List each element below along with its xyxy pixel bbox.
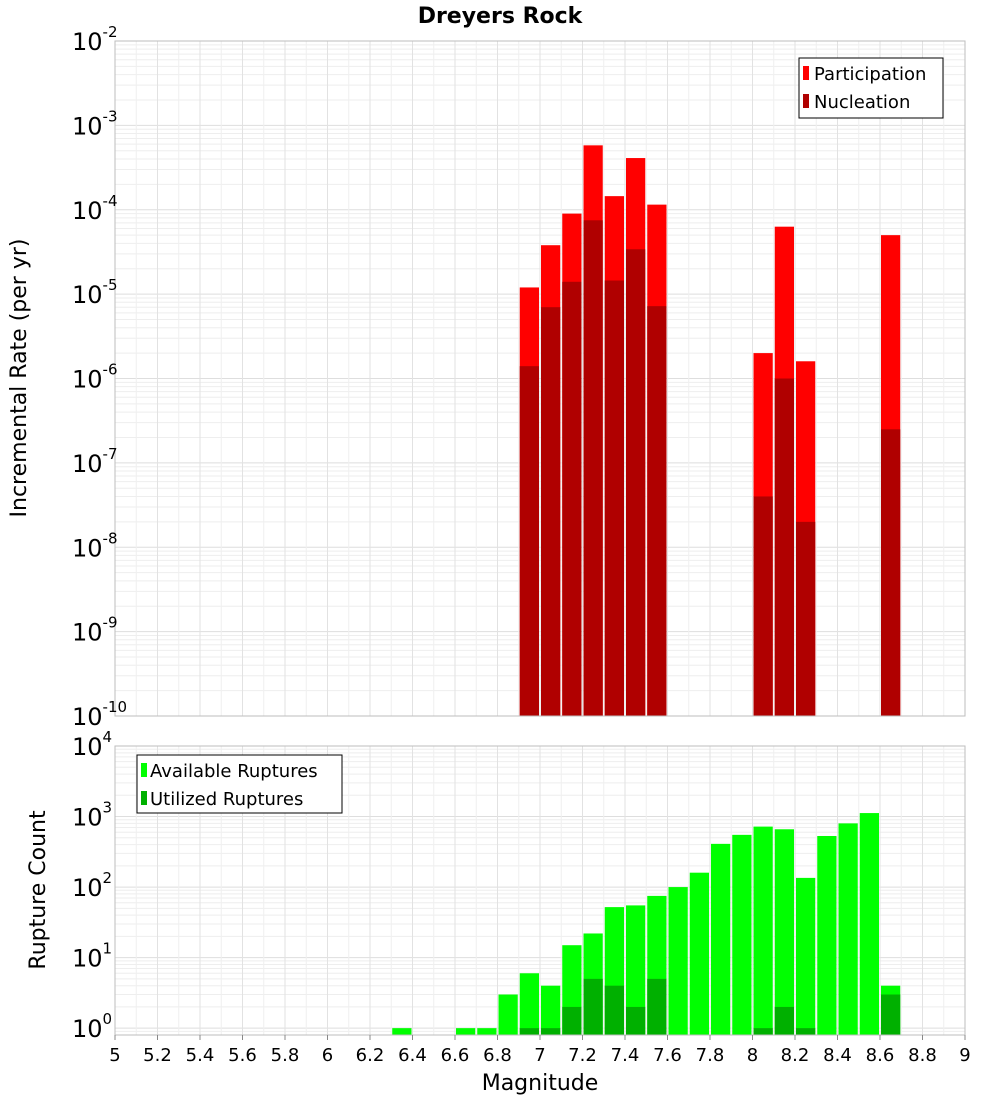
top-y-tick-label: 10-5 xyxy=(72,276,118,309)
legend-swatch-participation xyxy=(803,66,809,80)
bottom-bars xyxy=(392,813,901,1035)
x-tick-label: 6.6 xyxy=(441,1045,470,1066)
chart-title: Dreyers Rock xyxy=(418,4,584,29)
top-bar-nucleation xyxy=(583,220,603,717)
top-bar-nucleation xyxy=(796,521,816,716)
bottom-bar-utilized-ruptures xyxy=(753,1028,773,1035)
bottom-bar-utilized-ruptures xyxy=(796,1028,816,1035)
top-y-ticks: 10-10 10-9 10-8 10-7 10-6 10-5 10-4 10-3 10-2 xyxy=(72,23,127,731)
x-tick-label: 5.4 xyxy=(186,1045,215,1066)
bottom-y-tick-label: 101 xyxy=(72,940,112,973)
x-tick-label: 6.2 xyxy=(356,1045,385,1066)
x-tick-label: 8 xyxy=(747,1045,758,1066)
x-tick-label: 6 xyxy=(322,1045,333,1066)
bottom-bar-utilized-ruptures xyxy=(519,1028,539,1035)
top-y-tick-label: 10-7 xyxy=(72,445,118,478)
x-tick-label: 7.6 xyxy=(653,1045,682,1066)
top-y-tick-label: 10-3 xyxy=(72,107,118,140)
x-tick-label: 8.6 xyxy=(866,1045,895,1066)
top-bar-nucleation xyxy=(541,307,561,716)
bottom-bar-available-ruptures xyxy=(498,994,518,1035)
top-legend: Participation Nucleation xyxy=(798,57,944,119)
bottom-bar-utilized-ruptures xyxy=(647,978,667,1035)
bottom-bar-available-ruptures xyxy=(519,973,539,1035)
bottom-legend-box xyxy=(136,754,343,814)
top-y-tick-label: 10-10 xyxy=(72,698,127,731)
bottom-y-tick-label: 100 xyxy=(72,1010,112,1043)
bottom-bar-utilized-ruptures xyxy=(774,1006,794,1035)
bottom-bar-available-ruptures xyxy=(732,834,752,1035)
top-y-tick-label: 10-6 xyxy=(72,361,118,394)
top-y-tick-label: 10-8 xyxy=(72,529,118,562)
legend-label-available: Available Ruptures xyxy=(150,761,318,782)
bottom-y-axis-label: Rupture Count xyxy=(26,810,51,970)
bottom-bar-available-ruptures xyxy=(541,985,561,1035)
bottom-bar-available-ruptures xyxy=(817,835,837,1035)
x-tick-label: 9 xyxy=(959,1045,970,1066)
top-bar-nucleation xyxy=(519,366,539,716)
x-tick-label: 5.2 xyxy=(143,1045,172,1066)
bottom-bar-utilized-ruptures xyxy=(604,985,624,1035)
legend-swatch-nucleation xyxy=(803,94,809,108)
top-grid xyxy=(114,41,966,717)
bottom-bar-utilized-ruptures xyxy=(881,994,901,1035)
x-tick-label: 5.6 xyxy=(228,1045,257,1066)
top-bar-nucleation xyxy=(626,249,646,716)
x-tick-label: 6.8 xyxy=(483,1045,512,1066)
x-tick-label: 7 xyxy=(534,1045,545,1066)
bottom-y-tick-label: 103 xyxy=(72,799,112,832)
bottom-bar-utilized-ruptures xyxy=(541,1028,561,1035)
bottom-bar-utilized-ruptures xyxy=(583,978,603,1035)
x-tick-label: 5.8 xyxy=(271,1045,300,1066)
bottom-bar-available-ruptures xyxy=(774,829,794,1035)
bottom-bar-available-ruptures xyxy=(796,877,816,1035)
x-tick-label: 7.8 xyxy=(696,1045,725,1066)
x-tick-label: 5 xyxy=(109,1045,120,1066)
bottom-bar-available-ruptures xyxy=(456,1028,476,1035)
bottom-bar-available-ruptures xyxy=(668,887,688,1035)
x-tick-label: 7.4 xyxy=(611,1045,640,1066)
top-y-tick-label: 10-4 xyxy=(72,192,118,225)
bottom-bar-available-ruptures xyxy=(711,843,731,1035)
top-y-tick-label: 10-2 xyxy=(72,23,118,56)
top-legend-box xyxy=(798,57,944,119)
bottom-bar-available-ruptures xyxy=(626,905,646,1035)
legend-label-utilized: Utilized Ruptures xyxy=(150,789,303,810)
top-y-tick-label: 10-9 xyxy=(72,614,118,647)
x-tick-label: 6.4 xyxy=(398,1045,427,1066)
bottom-bar-utilized-ruptures xyxy=(562,1006,582,1035)
x-ticks: 5 5.2 5.4 5.6 5.8 6 6.2 6.4 6.6 6.8 7 7.2 7.4 7.6 7.8 8… xyxy=(109,1035,971,1066)
x-tick-label: 8.2 xyxy=(781,1045,810,1066)
bottom-bar-available-ruptures xyxy=(753,826,773,1035)
legend-swatch-available xyxy=(141,763,147,777)
bottom-y-tick-label: 102 xyxy=(72,869,112,902)
x-tick-label: 8.4 xyxy=(823,1045,852,1066)
bottom-bar-available-ruptures xyxy=(477,1028,497,1035)
legend-swatch-utilized xyxy=(141,791,147,805)
top-bar-nucleation xyxy=(881,429,901,716)
bottom-bar-available-ruptures xyxy=(838,823,858,1035)
bottom-bar-available-ruptures xyxy=(392,1028,412,1035)
bottom-y-tick-label: 104 xyxy=(72,728,112,761)
top-bar-nucleation xyxy=(562,281,582,716)
top-bars xyxy=(519,145,901,717)
bottom-y-ticks: 100 101 102 103 104 xyxy=(72,728,112,1043)
bottom-bar-available-ruptures xyxy=(689,872,709,1035)
bottom-legend: Available Ruptures Utilized Ruptures xyxy=(136,754,343,814)
bottom-bar-utilized-ruptures xyxy=(626,1006,646,1035)
bottom-bar-available-ruptures xyxy=(859,813,879,1035)
legend-label-participation: Participation xyxy=(814,64,926,85)
legend-label-nucleation: Nucleation xyxy=(814,92,910,113)
x-tick-label: 8.8 xyxy=(908,1045,937,1066)
top-bar-nucleation xyxy=(753,496,773,716)
x-axis-label: Magnitude xyxy=(482,1071,599,1096)
top-bar-nucleation xyxy=(604,280,624,716)
top-y-axis-label: Incremental Rate (per yr) xyxy=(7,239,32,518)
top-bar-nucleation xyxy=(647,306,667,716)
x-tick-label: 7.2 xyxy=(568,1045,597,1066)
top-bar-nucleation xyxy=(774,378,794,716)
top-plot-frame xyxy=(114,40,966,717)
